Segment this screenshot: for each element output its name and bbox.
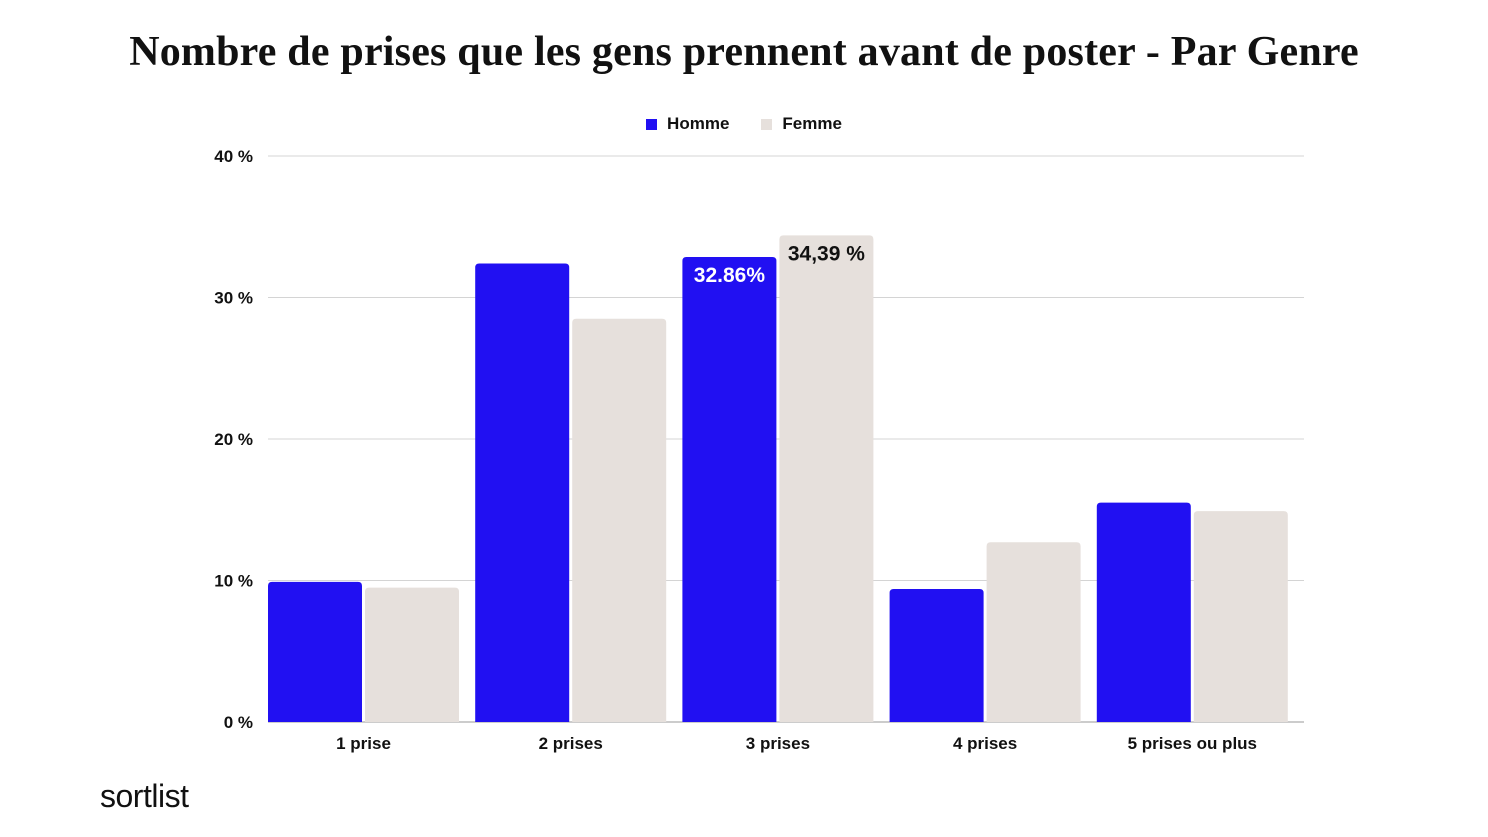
y-tick-label: 40 %: [214, 147, 253, 166]
x-tick-label: 1 prise: [336, 734, 391, 753]
y-tick-label: 30 %: [214, 289, 253, 308]
x-tick-label: 4 prises: [953, 734, 1017, 753]
legend-swatch-homme: [646, 118, 658, 130]
x-tick-label: 2 prises: [539, 734, 603, 753]
bar-femme: [1193, 511, 1288, 722]
bar-femme: [572, 318, 667, 722]
bar-femme: [365, 587, 459, 722]
legend-item-femme: Femme: [761, 114, 842, 134]
bar-femme: [779, 235, 874, 722]
data-label: 32.86%: [694, 264, 766, 287]
legend-label-femme: Femme: [782, 114, 842, 133]
y-tick-label: 20 %: [214, 430, 253, 449]
data-label: 34,39 %: [788, 242, 865, 265]
x-tick-label: 3 prises: [746, 734, 810, 753]
legend-label-homme: Homme: [667, 114, 730, 133]
bar-homme: [268, 581, 362, 722]
bar-homme: [682, 257, 777, 722]
bar-homme: [475, 263, 570, 722]
legend-item-homme: Homme: [646, 114, 729, 134]
y-tick-label: 10 %: [214, 572, 253, 591]
bar-femme: [986, 542, 1081, 722]
chart-legend: Homme Femme: [0, 114, 1488, 134]
legend-swatch-femme: [761, 118, 773, 130]
sortlist-logo: sortlist: [100, 778, 189, 814]
bar-homme: [889, 588, 984, 722]
bar-homme: [1096, 502, 1191, 722]
chart-title: Nombre de prises que les gens prennent a…: [129, 29, 1359, 75]
x-tick-label: 5 prises ou plus: [1128, 734, 1257, 753]
y-tick-label: 0 %: [224, 713, 253, 732]
